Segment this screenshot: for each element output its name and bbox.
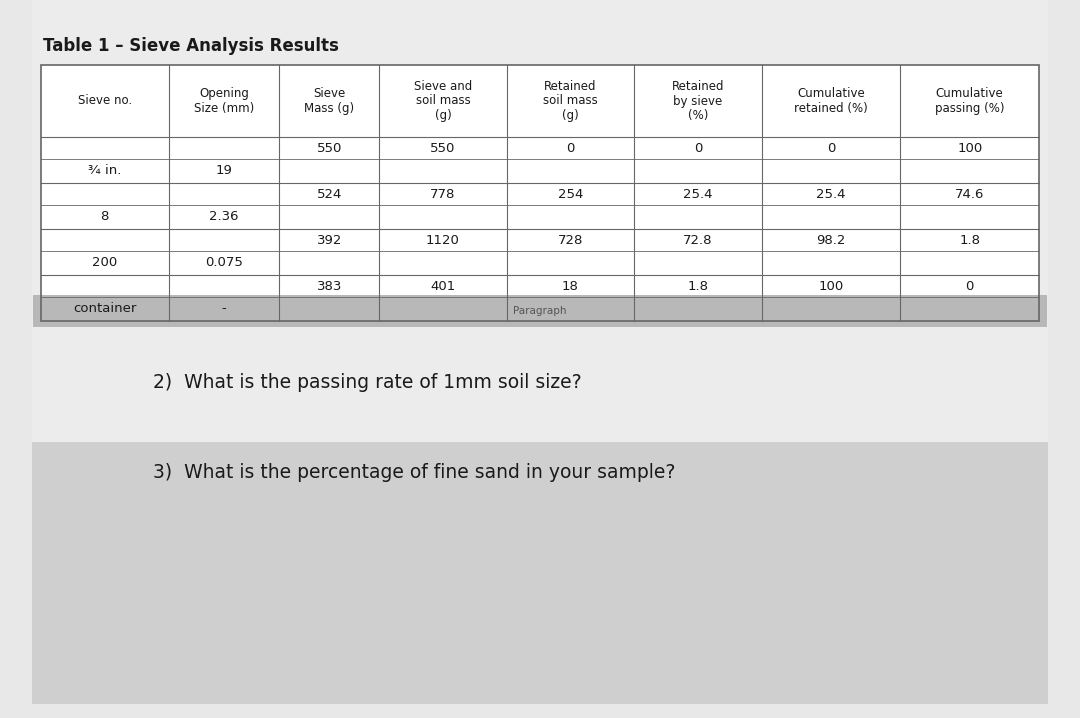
Text: -: - — [221, 302, 227, 315]
Text: Cumulative
passing (%): Cumulative passing (%) — [935, 87, 1004, 115]
Text: 1.8: 1.8 — [688, 279, 708, 292]
Text: 524: 524 — [316, 187, 342, 200]
Text: 0: 0 — [566, 141, 575, 154]
Text: Cumulative
retained (%): Cumulative retained (%) — [794, 87, 868, 115]
Text: 0: 0 — [693, 141, 702, 154]
Text: 0.075: 0.075 — [205, 256, 243, 269]
Text: 25.4: 25.4 — [684, 187, 713, 200]
Text: 401: 401 — [430, 279, 456, 292]
Text: 72.8: 72.8 — [684, 233, 713, 246]
Text: 383: 383 — [316, 279, 342, 292]
Text: Sieve and
soil mass
(g): Sieve and soil mass (g) — [414, 80, 472, 123]
Bar — [33, 295, 1047, 327]
Text: 100: 100 — [819, 279, 843, 292]
Text: 100: 100 — [957, 141, 983, 154]
Text: 254: 254 — [557, 187, 583, 200]
Text: 2)  What is the passing rate of 1mm soil size?: 2) What is the passing rate of 1mm soil … — [153, 373, 582, 391]
Text: 74.6: 74.6 — [955, 187, 984, 200]
Text: 18: 18 — [562, 279, 579, 292]
Text: Sieve
Mass (g): Sieve Mass (g) — [305, 87, 354, 115]
Text: 0: 0 — [966, 279, 974, 292]
Text: 778: 778 — [430, 187, 456, 200]
Text: 25.4: 25.4 — [816, 187, 846, 200]
Text: Table 1 – Sieve Analysis Results: Table 1 – Sieve Analysis Results — [43, 37, 339, 55]
Text: 1.8: 1.8 — [959, 233, 981, 246]
Text: 200: 200 — [92, 256, 118, 269]
Text: ¾ in.: ¾ in. — [89, 164, 121, 177]
Text: Paragraph: Paragraph — [513, 306, 567, 316]
Text: 728: 728 — [557, 233, 583, 246]
Text: container: container — [73, 302, 136, 315]
Text: 550: 550 — [430, 141, 456, 154]
Text: Retained
soil mass
(g): Retained soil mass (g) — [543, 80, 598, 123]
Text: 0: 0 — [827, 141, 835, 154]
Text: 98.2: 98.2 — [816, 233, 846, 246]
Text: 2.36: 2.36 — [210, 210, 239, 223]
Text: Retained
by sieve
(%): Retained by sieve (%) — [672, 80, 725, 123]
Bar — [41, 65, 1039, 321]
Text: 8: 8 — [100, 210, 109, 223]
Text: Opening
Size (mm): Opening Size (mm) — [193, 87, 254, 115]
Bar — [41, 65, 1039, 321]
Text: 1120: 1120 — [426, 233, 460, 246]
Text: 19: 19 — [216, 164, 232, 177]
Text: 3)  What is the percentage of fine sand in your sample?: 3) What is the percentage of fine sand i… — [153, 462, 675, 482]
Text: 392: 392 — [316, 233, 342, 246]
Text: 550: 550 — [316, 141, 342, 154]
Text: Sieve no.: Sieve no. — [78, 95, 132, 108]
